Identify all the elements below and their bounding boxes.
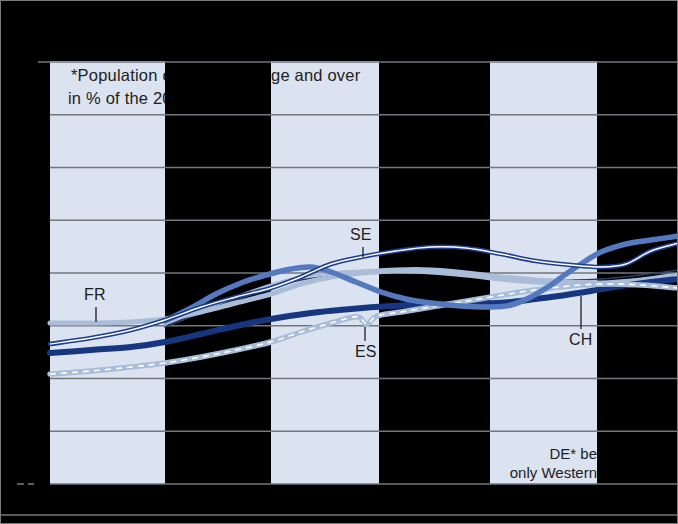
series-label-se: SE (350, 226, 372, 244)
series-label-ch: CH (569, 331, 593, 349)
demographics-line-chart: *Population o in % of the 20 ge and over… (0, 0, 678, 524)
series-label-fr: FR (84, 286, 106, 304)
chart-note-clip: *Population o in % of the 20 (50, 61, 165, 115)
de-footnote-line1: DE* be (490, 444, 597, 463)
chart-note-line1-fragment: *Population o (71, 66, 165, 85)
de-footnote-line2: only Western (490, 463, 597, 482)
chart-note-line1-continuation: ge and over (271, 66, 360, 85)
de-footnote: DE* be only Western (490, 444, 597, 482)
chart-note-line2-fragment: in % of the 20 (68, 89, 165, 108)
series-label-es: ES (355, 343, 377, 361)
series-line-unlabeled-thin-dark (165, 270, 678, 327)
